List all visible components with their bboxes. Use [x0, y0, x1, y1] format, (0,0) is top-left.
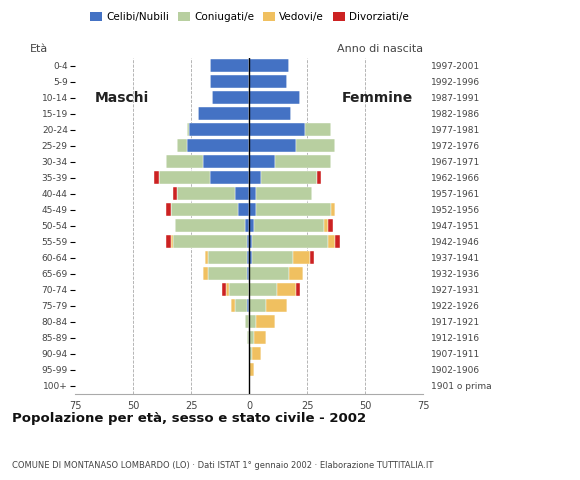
Bar: [198, 108, 249, 120]
Bar: [154, 171, 159, 184]
Bar: [175, 219, 245, 232]
Bar: [247, 331, 249, 344]
Bar: [277, 283, 296, 296]
Bar: [208, 267, 247, 280]
Bar: [235, 300, 247, 312]
Bar: [331, 204, 335, 216]
Bar: [261, 171, 317, 184]
Text: Età: Età: [30, 44, 48, 54]
Bar: [249, 267, 289, 280]
Bar: [173, 187, 177, 200]
Bar: [166, 204, 171, 216]
Bar: [249, 60, 289, 72]
Bar: [203, 267, 208, 280]
Bar: [247, 300, 249, 312]
Bar: [229, 283, 249, 296]
Text: Anno di nascita: Anno di nascita: [338, 44, 423, 54]
Text: Popolazione per età, sesso e stato civile - 2002: Popolazione per età, sesso e stato civil…: [12, 412, 366, 425]
Bar: [247, 235, 249, 248]
Bar: [249, 187, 256, 200]
Bar: [166, 235, 171, 248]
Bar: [210, 60, 249, 72]
Bar: [249, 283, 277, 296]
Bar: [249, 123, 305, 136]
Bar: [205, 252, 208, 264]
Bar: [173, 235, 247, 248]
Bar: [249, 139, 296, 152]
Bar: [266, 300, 287, 312]
Bar: [247, 252, 249, 264]
Bar: [249, 331, 254, 344]
Bar: [247, 267, 249, 280]
Text: Maschi: Maschi: [95, 91, 149, 105]
Bar: [166, 156, 203, 168]
Bar: [187, 139, 249, 152]
Bar: [222, 283, 226, 296]
Bar: [171, 204, 238, 216]
Bar: [254, 219, 324, 232]
Bar: [256, 204, 331, 216]
Bar: [208, 252, 247, 264]
Bar: [249, 300, 266, 312]
Bar: [226, 283, 229, 296]
Bar: [252, 235, 328, 248]
Bar: [249, 315, 256, 328]
Bar: [177, 139, 187, 152]
Bar: [212, 91, 249, 104]
Bar: [238, 204, 249, 216]
Bar: [249, 219, 254, 232]
Bar: [249, 156, 275, 168]
Bar: [171, 235, 173, 248]
Bar: [249, 348, 252, 360]
Bar: [249, 363, 254, 376]
Bar: [296, 283, 300, 296]
Bar: [328, 235, 335, 248]
Bar: [252, 252, 293, 264]
Bar: [203, 156, 249, 168]
Bar: [256, 315, 275, 328]
Legend: Celibi/Nubili, Coniugati/e, Vedovi/e, Divorziati/e: Celibi/Nubili, Coniugati/e, Vedovi/e, Di…: [86, 8, 413, 26]
Bar: [305, 123, 331, 136]
Bar: [249, 91, 300, 104]
Bar: [335, 235, 340, 248]
Bar: [249, 235, 252, 248]
Bar: [249, 75, 287, 88]
Bar: [249, 252, 252, 264]
Bar: [289, 267, 303, 280]
Bar: [249, 171, 261, 184]
Bar: [310, 252, 314, 264]
Bar: [275, 156, 331, 168]
Bar: [235, 187, 249, 200]
Bar: [252, 348, 261, 360]
Bar: [177, 187, 235, 200]
Bar: [189, 123, 249, 136]
Text: COMUNE DI MONTANASO LOMBARDO (LO) · Dati ISTAT 1° gennaio 2002 · Elaborazione TU: COMUNE DI MONTANASO LOMBARDO (LO) · Dati…: [12, 461, 433, 470]
Bar: [293, 252, 310, 264]
Bar: [159, 171, 210, 184]
Bar: [245, 219, 249, 232]
Bar: [256, 187, 312, 200]
Bar: [210, 75, 249, 88]
Bar: [249, 108, 291, 120]
Bar: [317, 171, 321, 184]
Bar: [231, 300, 235, 312]
Bar: [210, 171, 249, 184]
Bar: [245, 315, 249, 328]
Bar: [324, 219, 328, 232]
Bar: [249, 204, 256, 216]
Bar: [328, 219, 333, 232]
Text: Femmine: Femmine: [342, 91, 412, 105]
Bar: [187, 123, 189, 136]
Bar: [296, 139, 335, 152]
Bar: [254, 331, 266, 344]
